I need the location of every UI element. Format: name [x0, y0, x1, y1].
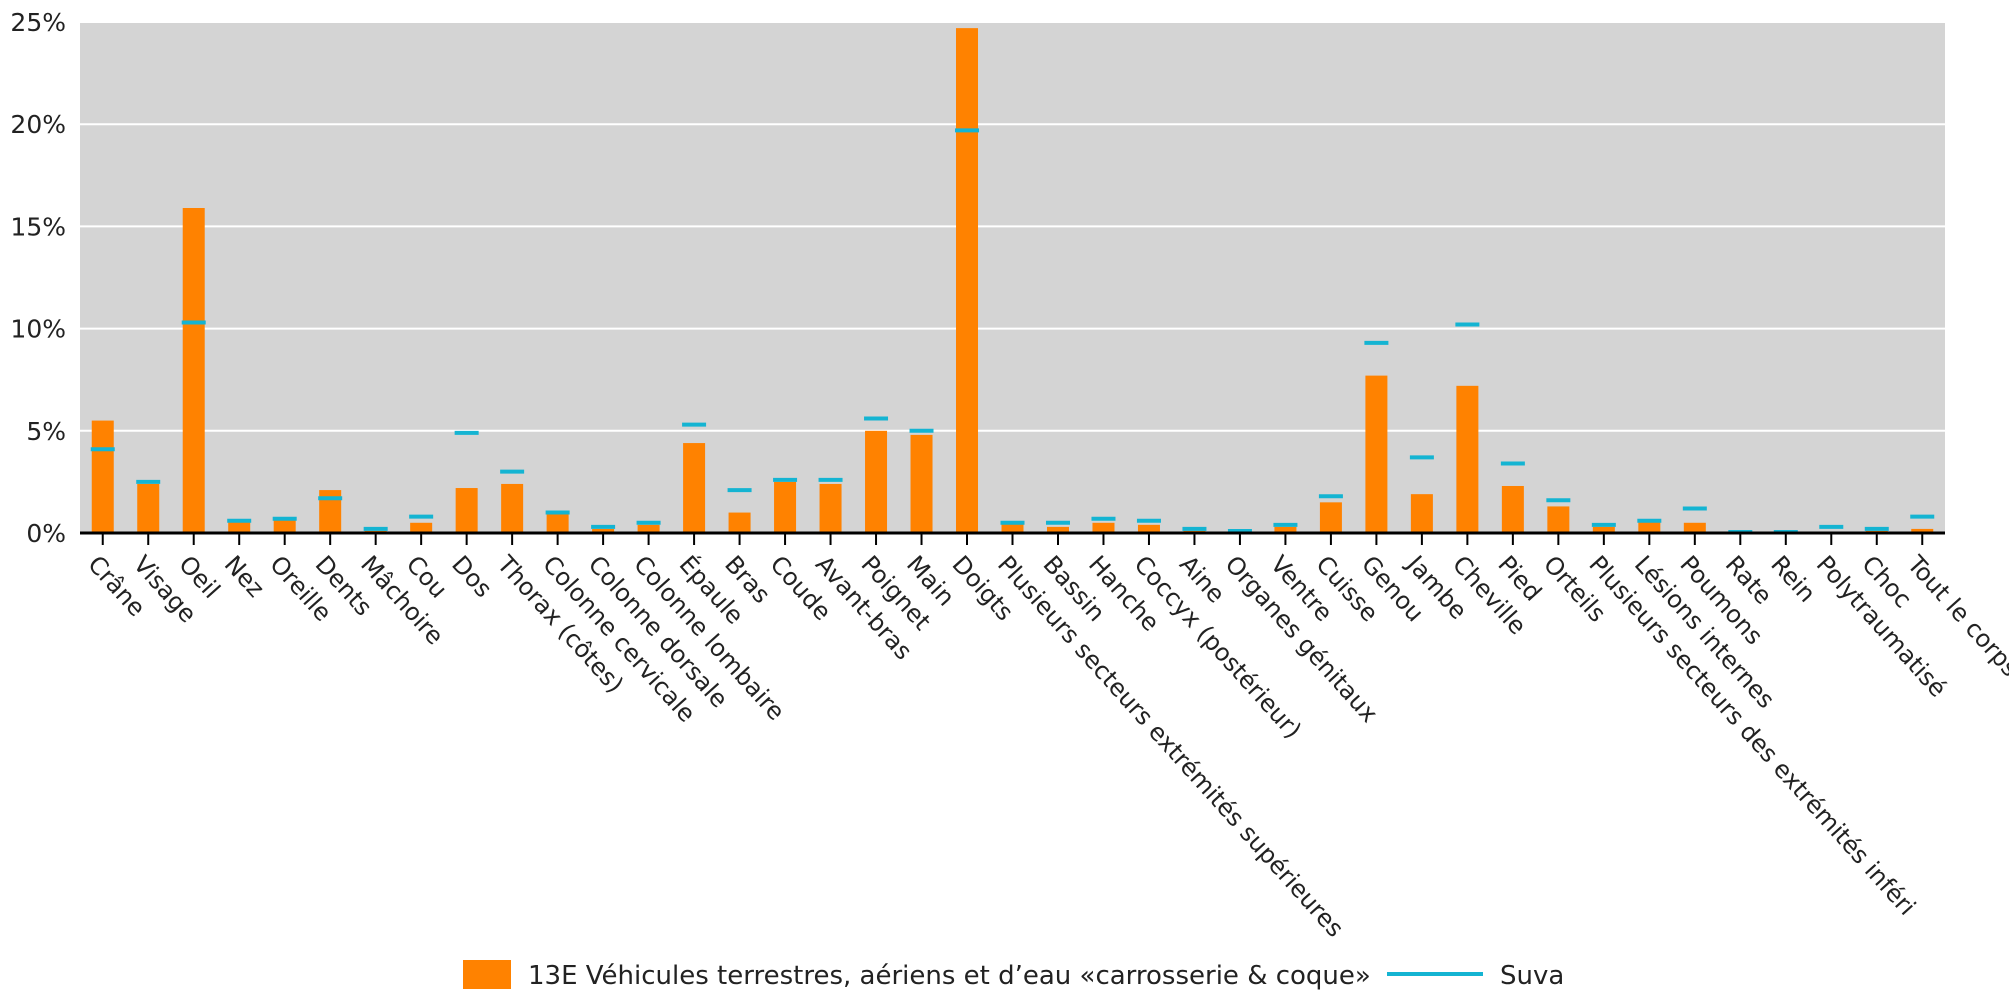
- bar: [956, 28, 978, 533]
- bar: [1320, 502, 1342, 533]
- bar: [547, 513, 569, 533]
- y-tick-label: 5%: [26, 417, 66, 446]
- x-axis-ticks: CrâneVisageOeilNezOreilleDentsMâchoireCo…: [82, 549, 2009, 943]
- bar: [1547, 506, 1569, 533]
- y-tick-label: 20%: [10, 110, 66, 139]
- y-axis-ticks: 0% 5% 10% 15% 20% 25%: [10, 8, 66, 548]
- bar: [137, 484, 159, 533]
- y-tick-label: 10%: [10, 315, 66, 344]
- bar: [456, 488, 478, 533]
- legend-bar-label: 13E Véhicules terrestres, aériens et d’e…: [528, 961, 1371, 991]
- y-tick-label: 25%: [10, 8, 66, 37]
- y-tick-label: 15%: [10, 212, 66, 241]
- x-tick-label: Nez: [219, 550, 270, 602]
- plot-area: [80, 22, 1945, 533]
- x-axis: [80, 533, 1945, 545]
- bar: [683, 443, 705, 533]
- bar: [1502, 486, 1524, 533]
- y-tick-label: 0%: [26, 519, 66, 548]
- legend-bar-swatch: [463, 960, 511, 989]
- x-tick-label: Rein: [1765, 550, 1821, 608]
- bar: [1365, 376, 1387, 533]
- bar: [501, 484, 523, 533]
- legend-marker-label: Suva: [1500, 961, 1564, 991]
- bar: [774, 482, 796, 533]
- bar: [92, 421, 114, 533]
- bar: [1684, 523, 1706, 533]
- bar: [1456, 386, 1478, 533]
- bar: [729, 513, 751, 533]
- bar: [1411, 494, 1433, 533]
- bar: [1092, 523, 1114, 533]
- bar: [410, 523, 432, 533]
- legend: 13E Véhicules terrestres, aériens et d’e…: [463, 960, 1564, 991]
- bar: [820, 484, 842, 533]
- bar: [183, 208, 205, 533]
- x-tick-label: Dos: [446, 550, 497, 603]
- bar: [274, 519, 296, 533]
- bar: [911, 435, 933, 533]
- bar: [865, 431, 887, 533]
